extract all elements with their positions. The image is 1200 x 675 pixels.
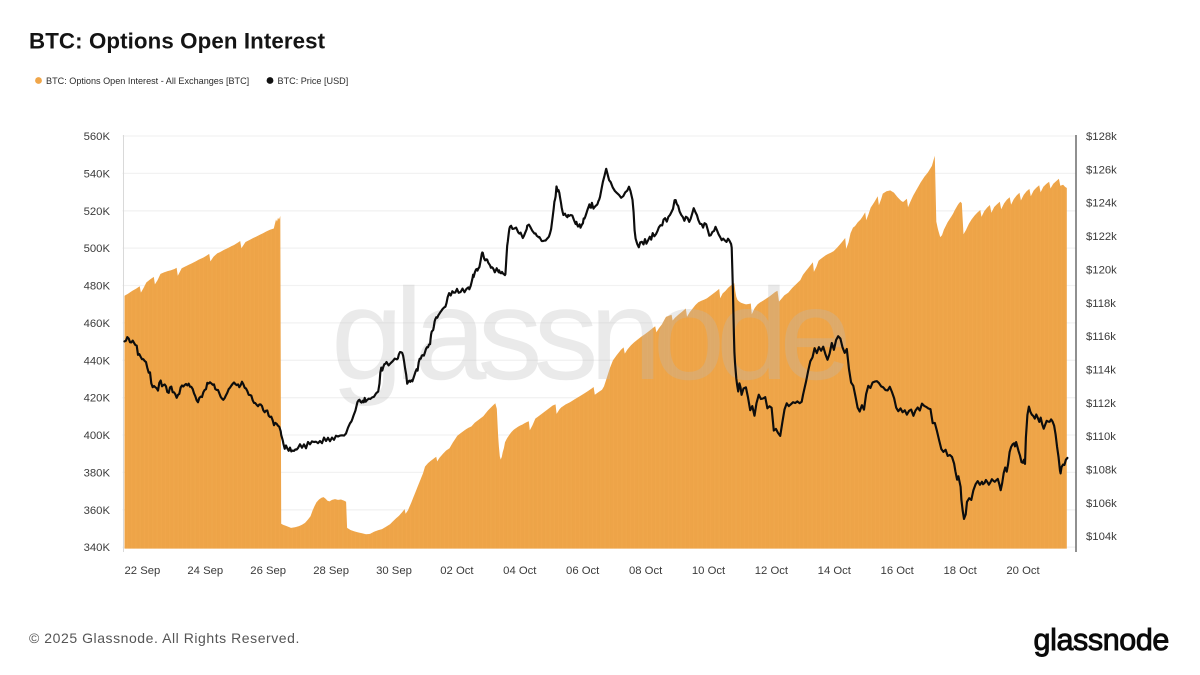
svg-text:16 Oct: 16 Oct [881, 565, 915, 577]
svg-text:BTC: Options Open Interest: BTC: Options Open Interest [29, 29, 326, 54]
svg-text:400K: 400K [84, 430, 111, 442]
svg-text:14 Oct: 14 Oct [818, 565, 852, 577]
svg-text:22 Sep: 22 Sep [124, 565, 160, 577]
svg-text:$112k: $112k [1086, 398, 1116, 410]
svg-text:$106k: $106k [1086, 498, 1117, 510]
svg-text:$104k: $104k [1086, 531, 1117, 543]
svg-text:$110k: $110k [1086, 431, 1116, 443]
svg-text:$126k: $126k [1086, 164, 1117, 176]
svg-text:30 Sep: 30 Sep [376, 565, 412, 577]
svg-text:04 Oct: 04 Oct [503, 565, 537, 577]
svg-text:$120k: $120k [1086, 264, 1117, 276]
svg-text:480K: 480K [84, 281, 111, 293]
svg-text:02 Oct: 02 Oct [440, 565, 474, 577]
svg-text:360K: 360K [84, 505, 111, 517]
svg-text:26 Sep: 26 Sep [250, 565, 286, 577]
svg-text:$128k: $128k [1086, 131, 1117, 143]
svg-text:560K: 560K [84, 131, 111, 143]
svg-text:12 Oct: 12 Oct [755, 565, 789, 577]
svg-text:08 Oct: 08 Oct [629, 565, 663, 577]
svg-text:20 Oct: 20 Oct [1006, 565, 1040, 577]
svg-text:18 Oct: 18 Oct [943, 565, 977, 577]
svg-text:© 2025 Glassnode. All Rights R: © 2025 Glassnode. All Rights Reserved. [29, 630, 300, 646]
svg-text:420K: 420K [84, 393, 111, 405]
svg-text:380K: 380K [84, 467, 111, 479]
svg-text:glassnode: glassnode [1034, 623, 1169, 657]
svg-text:BTC: Price [USD]: BTC: Price [USD] [278, 76, 349, 86]
svg-text:06 Oct: 06 Oct [566, 565, 600, 577]
svg-text:glassnode: glassnode [331, 261, 846, 407]
svg-text:$122k: $122k [1086, 231, 1117, 243]
svg-text:$124k: $124k [1086, 198, 1117, 210]
svg-text:520K: 520K [84, 206, 111, 218]
svg-text:500K: 500K [84, 243, 111, 255]
svg-text:24 Sep: 24 Sep [187, 565, 223, 577]
svg-text:540K: 540K [84, 168, 111, 180]
svg-text:440K: 440K [84, 355, 111, 367]
svg-text:$108k: $108k [1086, 465, 1117, 477]
svg-text:460K: 460K [84, 318, 111, 330]
svg-text:$118k: $118k [1086, 298, 1116, 310]
svg-text:BTC: Options Open Interest - A: BTC: Options Open Interest - All Exchang… [46, 76, 249, 86]
svg-text:10 Oct: 10 Oct [692, 565, 726, 577]
svg-text:28 Sep: 28 Sep [313, 565, 349, 577]
svg-text:$114k: $114k [1086, 365, 1116, 377]
svg-text:340K: 340K [84, 542, 111, 554]
svg-text:$116k: $116k [1086, 331, 1116, 343]
